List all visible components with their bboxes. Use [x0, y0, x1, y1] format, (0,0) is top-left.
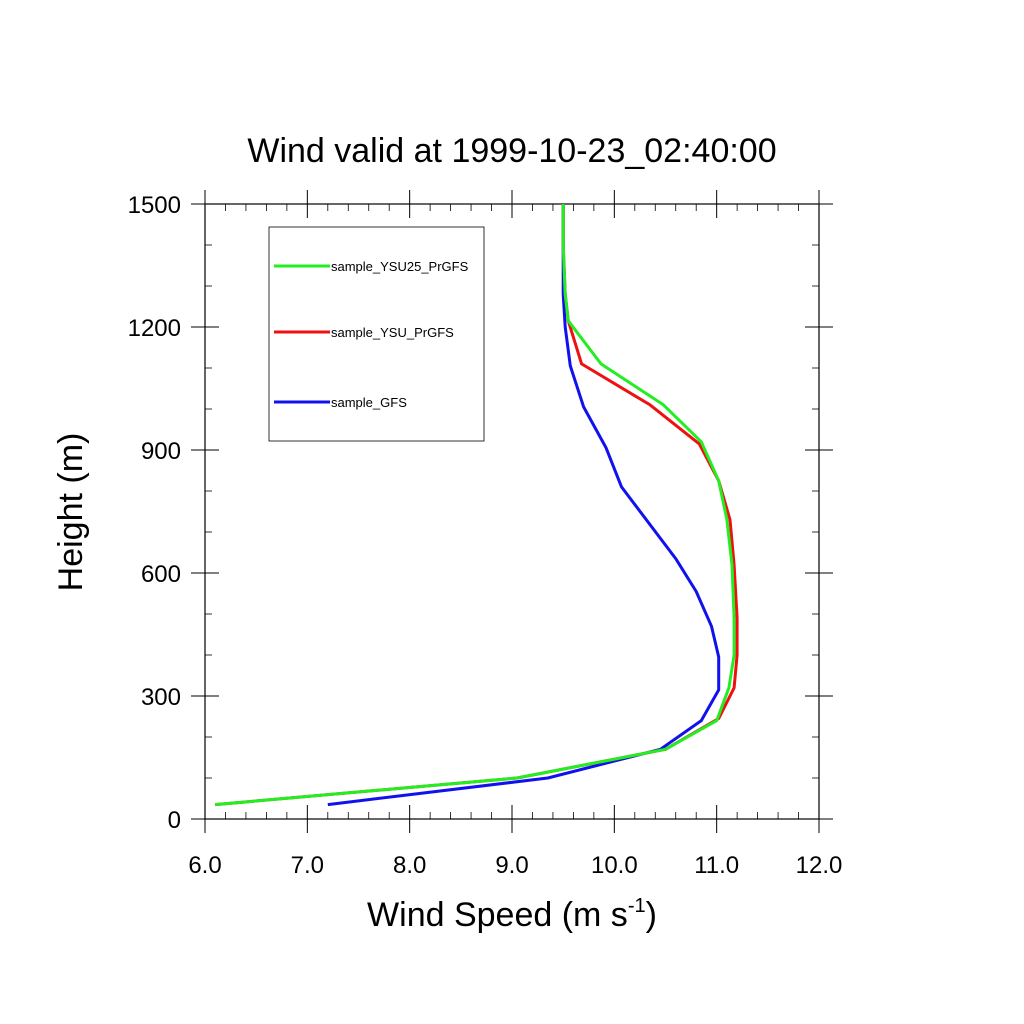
legend: sample_YSU25_PrGFS sample_YSU_PrGFSsample…: [268, 226, 485, 442]
series-line-sample_YSU25_PrGFS: [215, 204, 736, 807]
x-tick-label: 12.0: [796, 852, 843, 879]
y-tick-label: 1200: [128, 315, 181, 342]
series-line-sample_GFS: [327, 204, 721, 807]
x-tick-label: 6.0: [188, 852, 221, 879]
y-tick-label: 1500: [128, 192, 181, 219]
chart-title: Wind valid at 1999-10-23_02:40:00: [247, 132, 776, 170]
x-tick-label: 9.0: [495, 852, 528, 879]
x-axis-label-suffix: ): [646, 896, 657, 934]
x-axis-label: Wind Speed (m s-1): [367, 895, 657, 934]
x-tick-label: 11.0: [694, 852, 739, 879]
y-tick-label: 600: [141, 561, 181, 588]
legend-label: sample_YSU_PrGFS: [331, 325, 454, 340]
x-tick-label: 8.0: [393, 852, 426, 879]
tick-layer: 6.0 7.0 8.0 9.0 10.0 11.0 12.0 0 300 600 900 1200 15…: [128, 190, 843, 879]
x-axis-label-main: Wind Speed (m s: [367, 896, 628, 934]
x-tick-label: 7.0: [291, 852, 324, 879]
legend-label: sample_YSU25_PrGFS: [331, 259, 469, 274]
y-tick-label: 0: [168, 807, 181, 834]
x-axis-label-exponent: -1: [628, 895, 646, 917]
legend-box: [268, 226, 485, 442]
y-axis-label: Height (m): [52, 433, 90, 592]
series-layer: [215, 204, 739, 807]
y-tick-label: 900: [141, 438, 181, 465]
y-tick-label: 300: [141, 684, 181, 711]
x-tick-label: 10.0: [591, 852, 638, 879]
legend-label: sample_GFS: [331, 395, 407, 410]
